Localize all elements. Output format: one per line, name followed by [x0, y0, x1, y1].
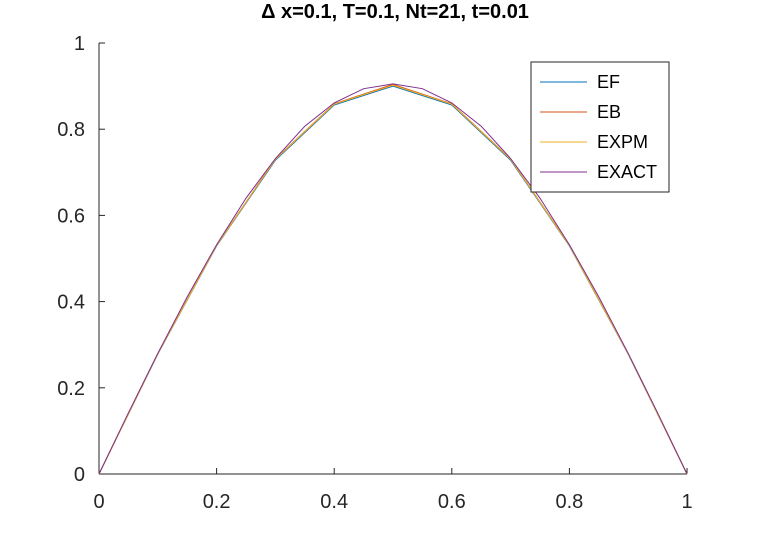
- x-tick-label: 0.8: [555, 491, 583, 513]
- legend-label-eb: EB: [597, 102, 621, 122]
- y-tick-label: 0.4: [57, 292, 85, 314]
- x-tick-label: 0.4: [320, 491, 348, 513]
- series-line-exact: [98, 83, 688, 475]
- y-tick-label: 0.2: [57, 378, 85, 400]
- y-tick-label: 0.8: [57, 119, 85, 141]
- y-tick-label: 1: [74, 33, 85, 55]
- y-tick-label: 0.6: [57, 205, 85, 227]
- legend: EF EB EXPM EXACT: [530, 61, 670, 193]
- series-line-expm: [98, 84, 688, 475]
- legend-label-expm: EXPM: [597, 132, 648, 152]
- x-tick-label: 0.6: [438, 491, 466, 513]
- x-tick-label: 1: [681, 491, 692, 513]
- legend-label-exact: EXACT: [597, 162, 657, 182]
- y-tick-label: 0: [74, 464, 85, 486]
- x-tick-label: 0.2: [203, 491, 231, 513]
- axes: 0 0.2 0.4 0.6 0.8 1 0 0.2 0.4 0.6 0.8 1: [57, 33, 692, 513]
- series-layer: [98, 83, 688, 475]
- x-tick-label: 0: [93, 491, 104, 513]
- legend-label-ef: EF: [597, 72, 620, 92]
- chart-title: Δ x=0.1, T=0.1, Nt=21, t=0.01: [261, 1, 529, 23]
- legend-box: [530, 61, 670, 193]
